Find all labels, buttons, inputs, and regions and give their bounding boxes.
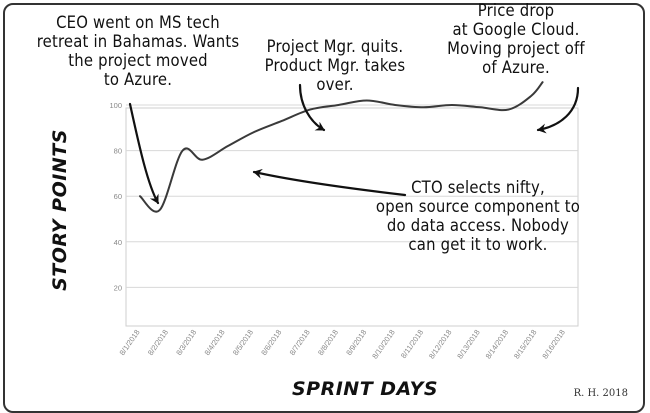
annotation-price-line: Price drop [477, 1, 555, 20]
y-axis-title: STORY POINTS [49, 129, 71, 291]
annotation-pm: Project Mgr. quits. Product Mgr. takes o… [265, 37, 406, 94]
x-axis-title: SPRINT DAYS [292, 378, 439, 400]
annotation-pm-line: over. [316, 75, 354, 94]
y-tick-label: 80 [114, 147, 122, 156]
annotation-ceo: CEO went on MS tech retreat in Bahamas. … [37, 13, 240, 89]
annotation-pm-line: Project Mgr. quits. [266, 37, 404, 56]
comic-panel: 20 40 60 80 100 8/1/2018 8/2/2018 8/3/2018 8/4/2… [3, 1, 645, 413]
x-tick-label: 8/11/2018 [399, 328, 425, 360]
line-chart: 20 40 60 80 100 8/1/2018 8/2/2018 8/3/2018 8/4/2… [109, 81, 580, 361]
arrow-ceo [128, 102, 160, 205]
arrow-cto [252, 168, 407, 197]
annotation-cto-line: open source component to [375, 197, 581, 216]
x-tick-label: 8/3/2018 [174, 328, 198, 357]
x-tick-label: 8/8/2018 [316, 328, 340, 357]
annotation-ceo-line: to Azure. [103, 70, 173, 89]
plot-area [125, 107, 579, 327]
x-tick-label: 8/14/2018 [484, 328, 511, 361]
arrow-price [536, 86, 580, 134]
y-tick-label: 60 [114, 192, 122, 201]
series-line [139, 81, 544, 213]
annotation-cto: CTO selects nifty, open source component… [376, 178, 580, 254]
y-tick-label: 100 [109, 101, 122, 110]
y-tick-label: 20 [114, 283, 122, 292]
annotation-price-line: Moving project off [447, 39, 585, 58]
y-tick-label: 40 [114, 238, 122, 247]
annotation-pm-line: Product Mgr. takes [264, 56, 406, 75]
annotation-price: Price drop at Google Cloud. Moving proje… [447, 1, 585, 77]
annotation-price-line: at Google Cloud. [452, 20, 580, 39]
annotation-cto-line: do data access. Nobody [386, 216, 570, 235]
x-tick-label: 8/10/2018 [370, 328, 397, 361]
annotation-cto-line: CTO selects nifty, [411, 178, 545, 197]
x-tick-label: 8/5/2018 [231, 328, 255, 357]
x-tick-label: 8/7/2018 [288, 328, 312, 357]
x-tick-label: 8/12/2018 [427, 328, 454, 361]
annotation-price-line: of Azure. [482, 58, 550, 77]
x-tick-label: 8/1/2018 [118, 328, 142, 357]
artist-signature: R. H. 2018 [573, 388, 628, 399]
x-tick-label: 8/6/2018 [259, 328, 283, 357]
annotation-ceo-line: retreat in Bahamas. Wants [36, 32, 240, 51]
x-tick-label: 8/4/2018 [203, 328, 227, 357]
x-tick-label: 8/16/2018 [540, 328, 567, 361]
x-tick-label: 8/13/2018 [455, 328, 482, 361]
x-tick-label: 8/2/2018 [146, 328, 170, 357]
arrow-pm [298, 83, 326, 132]
annotation-ceo-line: CEO went on MS tech [56, 13, 220, 32]
x-tick-label: 8/9/2018 [344, 328, 368, 357]
annotation-ceo-line: the project moved [68, 51, 208, 70]
annotation-cto-line: can get it to work. [408, 235, 548, 254]
x-tick-label: 8/15/2018 [512, 328, 539, 361]
